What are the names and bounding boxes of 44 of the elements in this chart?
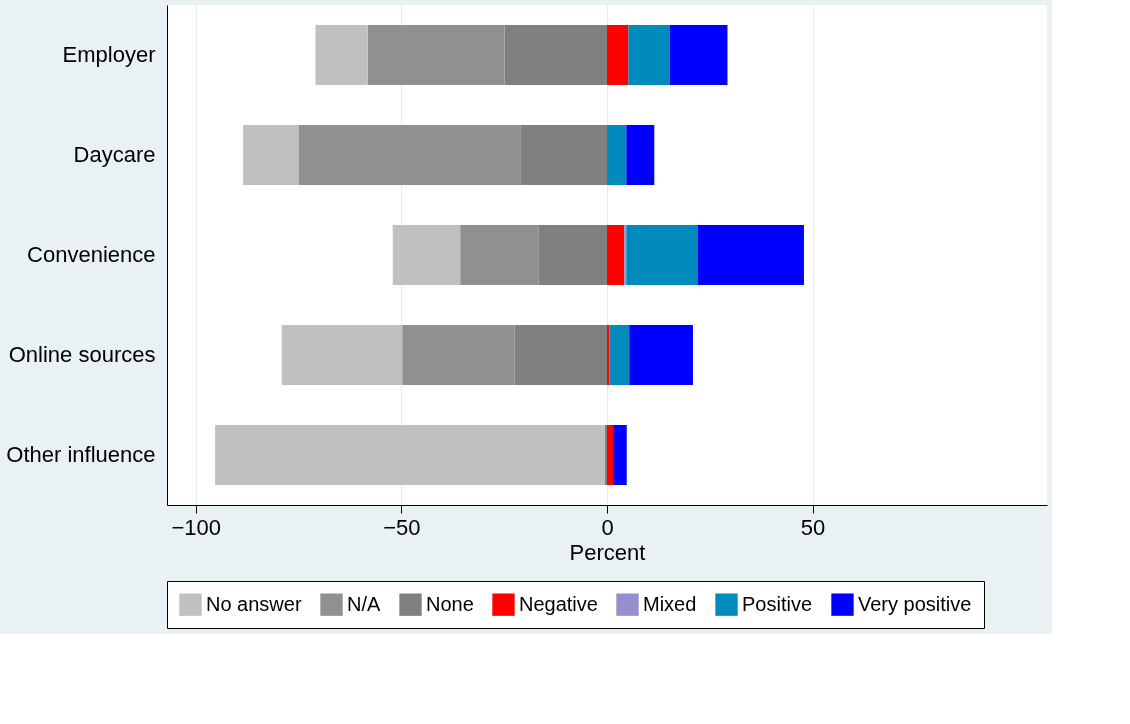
y-tick-label: Daycare xyxy=(73,142,156,167)
x-tick-label: −100 xyxy=(171,514,222,540)
bar xyxy=(215,425,605,485)
bar xyxy=(626,225,698,285)
x-tick-label: 50 xyxy=(800,514,826,540)
bar xyxy=(607,125,627,185)
legend-label: Very positive xyxy=(858,592,972,615)
y-tick-label: Other influence xyxy=(6,442,156,467)
legend-label: N/A xyxy=(347,592,381,615)
legend-label: Mixed xyxy=(643,592,697,615)
bar xyxy=(607,25,629,85)
bar xyxy=(460,225,539,285)
legend-label: Positive xyxy=(742,592,813,615)
legend-label: None xyxy=(426,592,474,615)
y-tick-label: Online sources xyxy=(8,342,156,367)
x-axis-title: Percent xyxy=(569,539,646,565)
bar xyxy=(613,425,627,485)
legend-label: Negative xyxy=(519,592,598,615)
bar xyxy=(607,225,625,285)
y-tick-label: Convenience xyxy=(27,242,156,267)
bar xyxy=(628,25,670,85)
bar xyxy=(538,225,607,285)
bar xyxy=(504,25,607,85)
bar xyxy=(624,225,627,285)
bar xyxy=(514,325,607,385)
bar xyxy=(281,325,403,385)
bar xyxy=(697,225,804,285)
bar xyxy=(243,125,299,185)
bar xyxy=(609,325,630,385)
bar xyxy=(626,125,655,185)
x-tick-label: −50 xyxy=(383,514,421,540)
bar xyxy=(315,25,368,85)
bar xyxy=(402,325,515,385)
bar xyxy=(669,25,728,85)
bar xyxy=(299,125,521,185)
bar xyxy=(607,425,614,485)
x-tick-label: 0 xyxy=(601,514,614,540)
bar xyxy=(629,325,693,385)
bar xyxy=(520,125,607,185)
bar xyxy=(392,225,461,285)
bar xyxy=(367,25,505,85)
y-tick-label: Employer xyxy=(62,42,156,67)
bar xyxy=(604,425,607,485)
legend-label: No answer xyxy=(206,592,302,615)
